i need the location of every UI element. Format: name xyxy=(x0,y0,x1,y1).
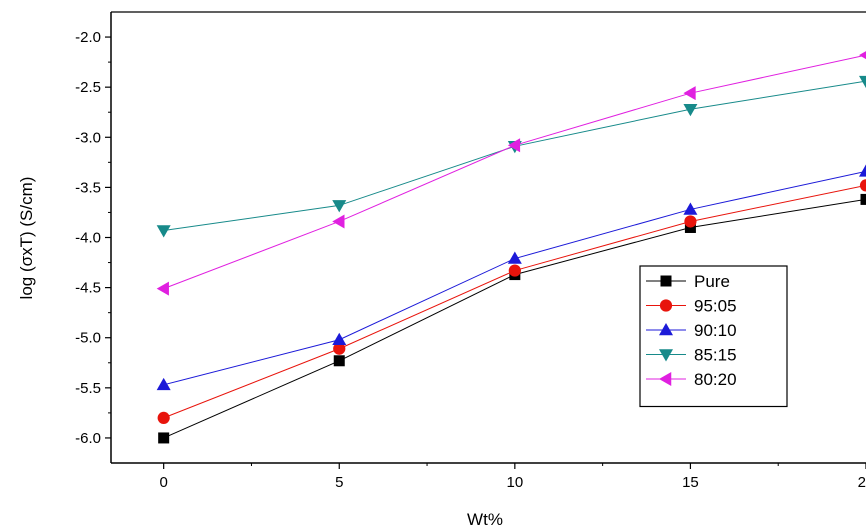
series-80-20 xyxy=(156,51,866,296)
data-point xyxy=(659,323,673,336)
x-tick-label: 10 xyxy=(506,474,523,491)
x-tick-label: 20 xyxy=(858,474,866,491)
x-axis-title: Wt% xyxy=(467,510,503,529)
data-point xyxy=(508,264,521,277)
data-point xyxy=(659,299,673,312)
data-point xyxy=(860,193,866,205)
data-point xyxy=(507,138,521,153)
x-tick-label: 15 xyxy=(682,474,699,491)
data-point xyxy=(332,214,345,229)
data-point xyxy=(660,275,672,287)
data-point xyxy=(859,179,866,192)
y-tick-label: -2.0 xyxy=(75,29,101,46)
x-tick-label: 0 xyxy=(160,474,168,491)
data-point xyxy=(156,377,171,391)
data-point xyxy=(859,164,866,177)
legend-label: 95:05 xyxy=(694,297,737,316)
legend-label: 85:15 xyxy=(694,346,737,365)
legend-label: 90:10 xyxy=(694,321,737,340)
data-point xyxy=(156,281,169,296)
data-point xyxy=(659,349,673,362)
data-point xyxy=(156,225,171,238)
y-tick-label: -5.5 xyxy=(75,380,101,397)
data-point xyxy=(683,103,698,117)
axes: -6.0 -5.5 -5.0 -4.5 -4.0 -3.5 -3.0 -2.5 -2.0 0 5 10… xyxy=(75,11,866,491)
x-tick-label: 5 xyxy=(335,474,343,491)
y-tick-label: -4.0 xyxy=(75,230,101,247)
legend-item: 85:15 xyxy=(646,346,737,365)
y-tick-label: -3.5 xyxy=(75,179,101,196)
y-tick-label: -3.0 xyxy=(75,129,101,146)
series-layer xyxy=(156,51,866,444)
data-point xyxy=(684,215,697,228)
y-tick-label: -2.5 xyxy=(75,79,101,96)
series-95-05 xyxy=(157,179,866,424)
data-point xyxy=(683,202,698,215)
data-point xyxy=(158,432,170,444)
data-point xyxy=(333,342,346,355)
data-point xyxy=(333,355,345,367)
legend-box xyxy=(639,265,788,408)
series-85-15 xyxy=(156,75,866,238)
series-line xyxy=(163,80,866,231)
y-tick-label: -4.5 xyxy=(75,280,101,297)
legend-label: Pure xyxy=(694,272,730,291)
data-point xyxy=(683,86,696,101)
legend-item: 80:20 xyxy=(646,370,737,389)
data-point xyxy=(859,75,866,89)
y-tick-label: -6.0 xyxy=(75,430,101,447)
y-tick-label: -5.0 xyxy=(75,330,101,347)
legend-item: Pure xyxy=(646,272,730,291)
legend: Pure 95:05 90:10 85:15 80:20 xyxy=(639,265,788,408)
data-point xyxy=(507,251,522,264)
data-point xyxy=(659,372,672,386)
y-axis-title: log (σxT) (S/cm) xyxy=(17,177,36,300)
data-point xyxy=(332,332,347,345)
legend-item: 95:05 xyxy=(646,297,737,316)
data-point xyxy=(859,51,866,60)
series-90-10 xyxy=(156,164,866,391)
legend-label: 80:20 xyxy=(694,370,737,389)
legend-item: 90:10 xyxy=(646,321,737,340)
data-point xyxy=(332,200,347,213)
data-point xyxy=(157,411,170,424)
